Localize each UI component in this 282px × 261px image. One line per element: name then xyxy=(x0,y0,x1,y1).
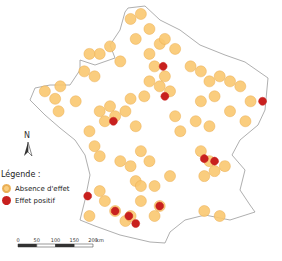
svg-text:Légende :: Légende : xyxy=(1,169,41,179)
svg-text:N: N xyxy=(24,131,30,140)
svg-text:200: 200 xyxy=(88,236,98,243)
svg-text:100: 100 xyxy=(51,237,61,243)
svg-text:km: km xyxy=(96,237,104,243)
svg-text:50: 50 xyxy=(34,237,40,243)
svg-text:Absence d'effet: Absence d'effet xyxy=(15,185,70,193)
svg-text:Effet positif: Effet positif xyxy=(15,197,56,205)
svg-text:0: 0 xyxy=(16,237,19,243)
svg-text:150: 150 xyxy=(69,237,79,243)
